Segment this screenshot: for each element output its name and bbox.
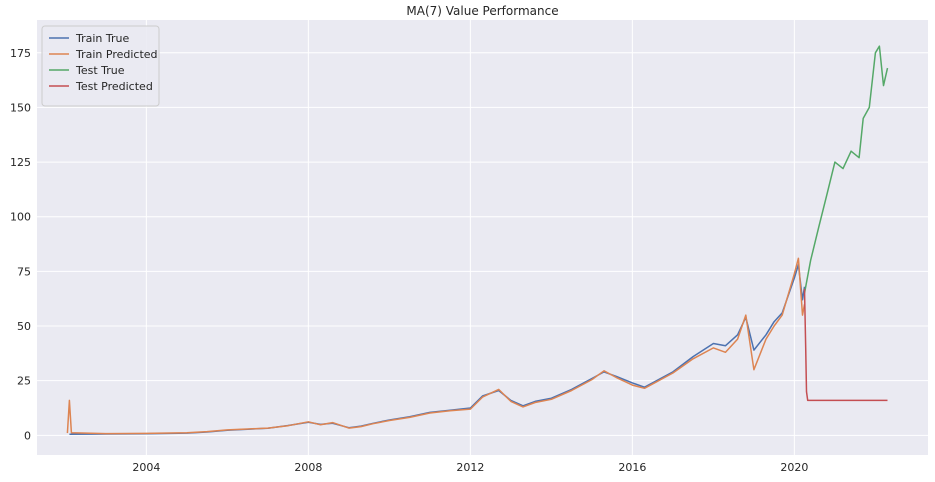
x-tick-label: 2012: [456, 461, 484, 474]
y-tick-label: 100: [10, 211, 31, 224]
legend-entry: Train Predicted: [75, 48, 158, 61]
y-tick-label: 0: [24, 429, 31, 442]
legend: Train True Train Predicted Test True Test P…: [41, 25, 160, 107]
x-tick-label: 2016: [618, 461, 646, 474]
y-tick-label: 75: [17, 265, 31, 278]
legend-entry: Test Predicted: [75, 80, 153, 93]
chart-title: MA(7) Value Performance: [406, 4, 558, 18]
x-tick-label: 2004: [132, 461, 160, 474]
x-axis-ticks: 2004 2008 2012 2016 2020: [132, 461, 808, 474]
legend-entry: Train True: [75, 32, 129, 45]
series-line-train-predicted: [66, 257, 806, 435]
grid-lines: [37, 20, 928, 455]
series-line-test-predicted: [803, 288, 888, 402]
y-tick-label: 175: [10, 47, 31, 60]
legend-entry: Test True: [75, 64, 125, 77]
y-tick-label: 150: [10, 101, 31, 114]
y-tick-label: 25: [17, 375, 31, 388]
x-tick-label: 2020: [780, 461, 808, 474]
y-tick-label: 50: [17, 320, 31, 333]
y-tick-label: 125: [10, 156, 31, 169]
series-line-test-true: [803, 45, 889, 294]
plot-area: [37, 20, 928, 455]
legend-frame: [41, 25, 160, 107]
y-axis-ticks: 0 25 50 75 100 125 150 175: [10, 47, 31, 443]
x-tick-label: 2008: [294, 461, 322, 474]
series-lines: [66, 45, 889, 435]
